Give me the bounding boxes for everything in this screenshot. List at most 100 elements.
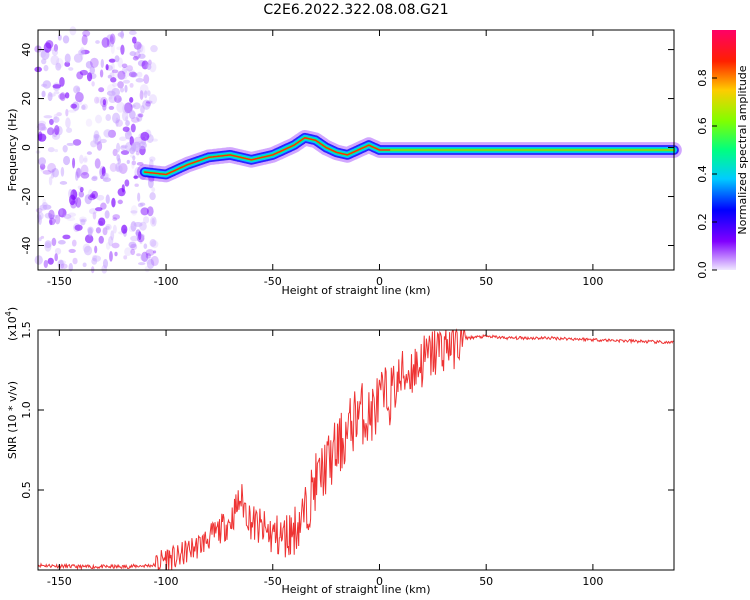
noise-blob [121, 66, 128, 75]
noise-blob [136, 253, 141, 257]
noise-blob [89, 193, 96, 199]
noise-blob [105, 225, 110, 230]
noise-blob [99, 165, 106, 177]
noise-blob [49, 214, 55, 220]
noise-blob [59, 92, 66, 102]
noise-blob [98, 235, 104, 244]
noise-blob [133, 175, 139, 179]
colorbar-tick-label: 0.4 [696, 165, 709, 183]
colorbar-ticks: 0.0 0.2 0.4 0.6 0.8 [696, 69, 717, 279]
noise-blob [137, 192, 141, 202]
noise-blob [110, 230, 115, 241]
x-tick-label: -50 [264, 275, 282, 288]
noise-blob [80, 47, 85, 56]
noise-blob [120, 30, 124, 39]
noise-blob [128, 71, 137, 78]
x-tick-label: -150 [47, 575, 72, 588]
noise-blob [109, 250, 113, 262]
noise-blob [109, 33, 116, 45]
noise-blob [112, 148, 118, 157]
noise-blob [145, 256, 154, 265]
noise-blob [149, 239, 157, 247]
noise-blob [136, 71, 143, 78]
noise-blob [124, 84, 128, 93]
noise-blob [45, 40, 54, 49]
noise-blob [59, 260, 64, 266]
noise-blob [91, 190, 99, 199]
noise-blob [83, 155, 88, 162]
noise-blob [99, 138, 107, 144]
snr-y-ticks: 0.5 1.0 1.5 [20, 321, 674, 499]
noise-blob [80, 49, 90, 55]
noise-blob [80, 172, 90, 179]
noise-blob [43, 259, 49, 269]
x-tick-label: 50 [479, 275, 493, 288]
noise-blob [94, 135, 99, 145]
noise-blob [54, 148, 59, 153]
x-tick-label: 100 [582, 575, 603, 588]
noise-blob [134, 183, 139, 187]
y-tick-label: -40 [20, 237, 33, 255]
noise-blob [82, 30, 91, 37]
noise-blob [139, 240, 143, 245]
spectrogram-x-ticks: -150 -100 -50 0 50 100 [47, 30, 603, 288]
noise-blob [137, 113, 144, 118]
noise-blob [62, 35, 70, 44]
noise-blob [65, 117, 71, 129]
noise-blob [58, 208, 67, 218]
x-tick-label: 100 [582, 275, 603, 288]
noise-blob [87, 227, 93, 237]
noise-blob [95, 114, 103, 124]
noise-blob [51, 48, 59, 56]
snr-multiplier-base: (x10 [6, 316, 19, 341]
noise-blob [76, 167, 81, 179]
noise-blob [111, 87, 121, 97]
noise-blob [101, 37, 110, 48]
noise-blob [124, 247, 132, 256]
noise-blob [71, 239, 77, 247]
noise-blob [54, 247, 62, 255]
snr-frame [37, 329, 675, 571]
noise-blob [136, 113, 143, 122]
noise-blob [69, 26, 77, 36]
noise-blob [47, 127, 55, 136]
noise-blob [153, 250, 157, 254]
noise-blob [136, 43, 144, 53]
noise-blob [75, 197, 82, 208]
noise-blob [122, 79, 131, 84]
spectrogram-panel: -150 -100 -50 0 50 100 -40 -20 0 20 40 Height of … [6, 26, 682, 297]
noise-blob [41, 126, 47, 131]
noise-blob [44, 212, 53, 219]
noise-blob [120, 150, 130, 155]
noise-blob [153, 216, 157, 227]
noise-blob [102, 258, 109, 269]
noise-blob [145, 253, 151, 259]
noise-blob [136, 161, 144, 166]
noise-blob [105, 63, 109, 71]
noise-blob [52, 84, 62, 89]
noise-blob [138, 262, 146, 266]
noise-blob [40, 235, 45, 239]
noise-blob [117, 199, 123, 205]
noise-blob [130, 248, 136, 256]
noise-blob [135, 150, 140, 156]
svg-text:(x104): (x104) [4, 307, 19, 341]
noise-blob [48, 217, 56, 226]
noise-blob [81, 34, 88, 46]
noise-blob [115, 162, 120, 172]
noise-blob [81, 103, 88, 110]
noise-blob [129, 97, 134, 103]
noise-blob [77, 185, 82, 189]
noise-blob [50, 55, 60, 66]
noise-blob [98, 87, 105, 93]
noise-blob [82, 262, 87, 268]
noise-blob [85, 118, 93, 127]
snr-multiplier-exponent: 4 [4, 311, 13, 316]
noise-blob [124, 130, 132, 140]
noise-blob [112, 217, 118, 221]
noise-blob [147, 90, 151, 97]
noise-blob [143, 243, 148, 249]
noise-blob [140, 131, 150, 141]
noise-blob [49, 219, 53, 226]
